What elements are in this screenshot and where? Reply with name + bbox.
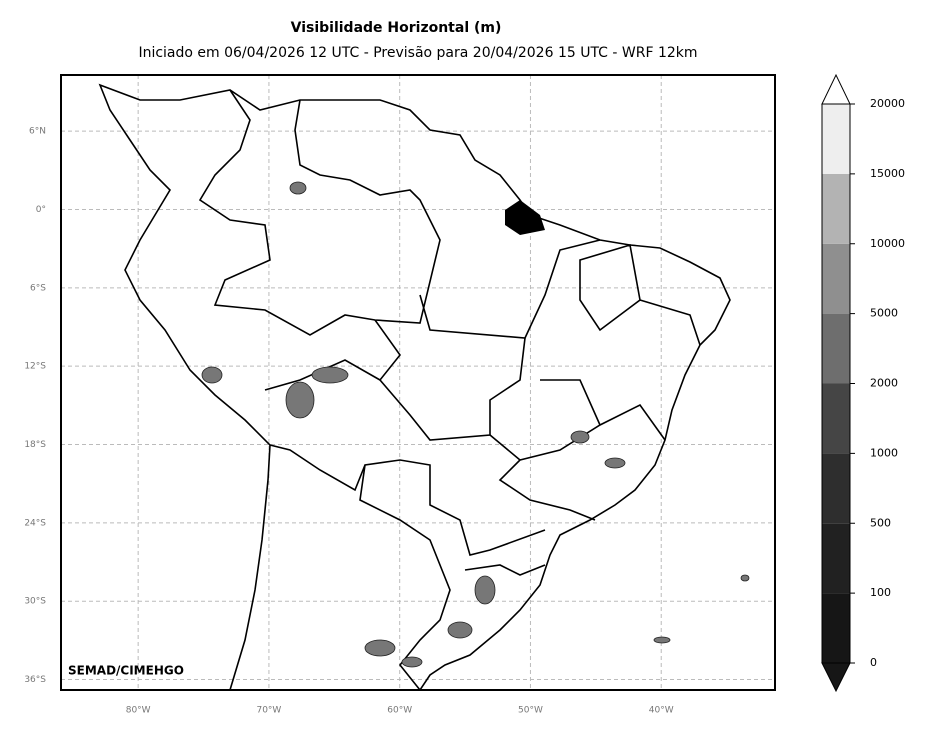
colorbar-label: 15000 <box>870 167 905 180</box>
colorbar-label: 2000 <box>870 377 898 390</box>
credit: SEMAD/CIMEHGO <box>68 664 184 678</box>
colorbar-segment <box>822 104 850 174</box>
lat-tick-label: 18°S <box>24 440 46 450</box>
lat-tick-label: 0° <box>36 205 46 215</box>
lon-tick-label: 40°W <box>649 706 674 716</box>
lat-tick-label: 24°S <box>24 518 46 528</box>
colorbar-label: 1000 <box>870 446 898 459</box>
colorbar-label: 20000 <box>870 97 905 110</box>
fog-areas <box>201 181 750 668</box>
colorbar-segment <box>822 243 850 314</box>
colorbar-label: 5000 <box>870 307 898 320</box>
lat-tick-label: 30°S <box>24 597 46 607</box>
colorbar-extend-low <box>821 662 851 693</box>
colorbar-label: 10000 <box>870 237 905 250</box>
lon-tick-label: 60°W <box>387 706 412 716</box>
lon-tick-label: 50°W <box>518 706 543 716</box>
lat-tick-label: 6°N <box>29 127 46 137</box>
lon-tick-label: 70°W <box>256 706 281 716</box>
colorbar-segment <box>822 383 850 454</box>
borders <box>98 83 731 691</box>
colorbar-label: 100 <box>870 586 891 599</box>
lat-tick-label: 6°S <box>30 283 46 293</box>
graticule <box>61 75 775 690</box>
title: Visibilidade Horizontal (m) <box>291 20 502 36</box>
map-frame <box>60 74 776 691</box>
colorbar: 0 100 500 1000 2000 5000 10000 15000 20000 <box>821 73 905 693</box>
subtitle: Iniciado em 06/04/2026 12 UTC - Previsão… <box>138 45 697 61</box>
colorbar-extend-high <box>821 73 851 105</box>
colorbar-segment <box>822 173 850 244</box>
colorbar-label: 0 <box>870 656 877 669</box>
lon-tick-label: 80°W <box>126 706 151 716</box>
lat-tick-label: 36°S <box>24 675 46 685</box>
colorbar-label: 500 <box>870 516 891 529</box>
colorbar-segment <box>822 593 850 663</box>
colorbar-segment <box>822 453 850 524</box>
colorbar-segment <box>822 313 850 384</box>
colorbar-segment <box>822 523 850 594</box>
lat-tick-label: 12°S <box>24 362 46 372</box>
